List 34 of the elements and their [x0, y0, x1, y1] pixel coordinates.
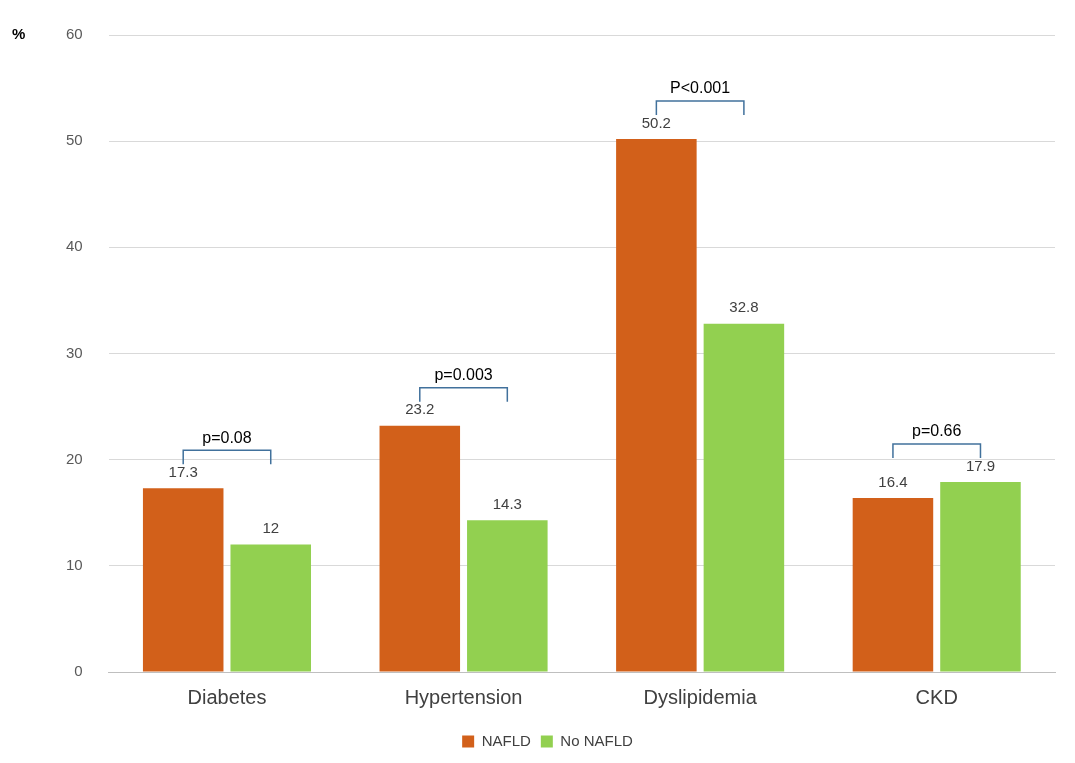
bar	[467, 520, 548, 672]
y-tick-label: 30	[66, 343, 83, 361]
annotation: P<0.001	[670, 79, 731, 97]
annotation: p=0.08	[202, 428, 252, 446]
bar	[703, 323, 785, 672]
x-tick-label: CKD	[915, 685, 958, 708]
y-tick-label: 50	[66, 131, 83, 149]
x-tick-label: Diabetes	[187, 685, 267, 708]
legend-label: NAFLD	[481, 731, 531, 749]
data-label: 14.3	[492, 494, 522, 512]
bar	[379, 425, 461, 672]
y-tick-label: 20	[66, 449, 83, 467]
y-tick-label: 0	[74, 662, 83, 680]
data-label: 12	[262, 519, 280, 537]
data-label: 23.2	[405, 400, 435, 418]
bar	[852, 497, 934, 672]
y-tick-label: 10	[66, 555, 83, 573]
x-tick-label: Hypertension	[404, 685, 523, 708]
x-tick-label: Dyslipidemia	[643, 685, 758, 708]
y-axis-title: %	[12, 25, 26, 43]
data-label: 50.2	[641, 113, 671, 131]
bar	[142, 488, 224, 672]
data-label: 32.8	[729, 298, 759, 316]
legend-label: No NAFLD	[560, 731, 634, 749]
data-label: 16.4	[878, 472, 908, 490]
bar	[616, 139, 697, 672]
data-label: 17.3	[168, 462, 198, 480]
bar	[940, 481, 1021, 672]
annotation: p=0.66	[912, 422, 962, 440]
y-tick-label: 60	[66, 25, 83, 43]
y-tick-label: 40	[66, 237, 83, 255]
data-label: 17.9	[965, 456, 996, 474]
bar	[230, 544, 312, 672]
annotation: p=0.003	[434, 366, 493, 384]
